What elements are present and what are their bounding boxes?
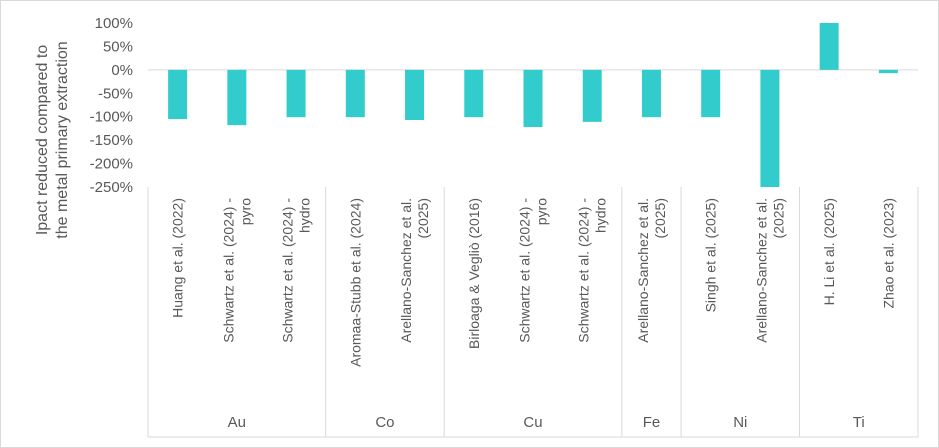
- category-label: (2025): [415, 198, 431, 238]
- category-label: (2025): [652, 198, 668, 238]
- group-label: Co: [375, 414, 394, 431]
- category-label: Schwartz et al. (2024) -: [280, 198, 296, 343]
- bar: [582, 69, 602, 122]
- category-label: pyro: [237, 198, 253, 225]
- y-tick-label: -100%: [90, 109, 133, 126]
- category-label: Aromaa-Stubb et al. (2024): [347, 198, 363, 367]
- group-label: Ni: [733, 414, 747, 431]
- bar: [345, 69, 365, 118]
- y-tick-label: -250%: [90, 179, 133, 196]
- category-label: Birloaga & Vegliò (2016): [466, 198, 482, 349]
- category-label: Arellano-Sanchez et al.: [398, 198, 414, 343]
- bar: [701, 69, 721, 118]
- category-label: hydro: [297, 198, 313, 233]
- category-label: H. Li et al. (2025): [821, 198, 837, 305]
- bar: [227, 69, 247, 126]
- bar: [464, 69, 484, 118]
- bar: [168, 69, 188, 120]
- y-tick-label: -50%: [98, 85, 133, 102]
- category-label: Arellano-Sanchez et al.: [753, 198, 769, 343]
- category-label: pyro: [534, 198, 550, 225]
- category-label: (2025): [770, 198, 786, 238]
- y-tick-label: 0%: [111, 62, 133, 79]
- y-tick-label: 50%: [103, 38, 133, 55]
- group-label: Fe: [643, 414, 661, 431]
- bar: [760, 69, 780, 187]
- category-label: hydro: [593, 198, 609, 233]
- category-label: Huang et al. (2022): [170, 198, 186, 318]
- y-tick-label: -150%: [90, 132, 133, 149]
- bar: [405, 69, 425, 120]
- group-label: Ti: [853, 414, 865, 431]
- group-label: Cu: [523, 414, 542, 431]
- bar: [819, 23, 839, 70]
- bar: [523, 69, 543, 128]
- bar: [286, 69, 306, 118]
- category-label: Zhao et al. (2023): [880, 198, 896, 309]
- category-label: Schwartz et al. (2024) -: [576, 198, 592, 343]
- category-label: Singh et al. (2025): [703, 198, 719, 312]
- category-label: Arellano-Sanchez et al.: [635, 198, 651, 343]
- bar: [641, 69, 661, 118]
- bar: [878, 69, 898, 74]
- y-tick-label: -200%: [90, 156, 133, 173]
- group-label: Au: [228, 414, 246, 431]
- y-axis-title-line: Ipact reduced compared to: [34, 45, 51, 235]
- category-label: Schwartz et al. (2024) -: [517, 198, 533, 343]
- category-label: Schwartz et al. (2024) -: [220, 198, 236, 343]
- y-axis-title-line: the metal primary extraction: [54, 41, 71, 238]
- y-tick-label: 100%: [95, 15, 133, 32]
